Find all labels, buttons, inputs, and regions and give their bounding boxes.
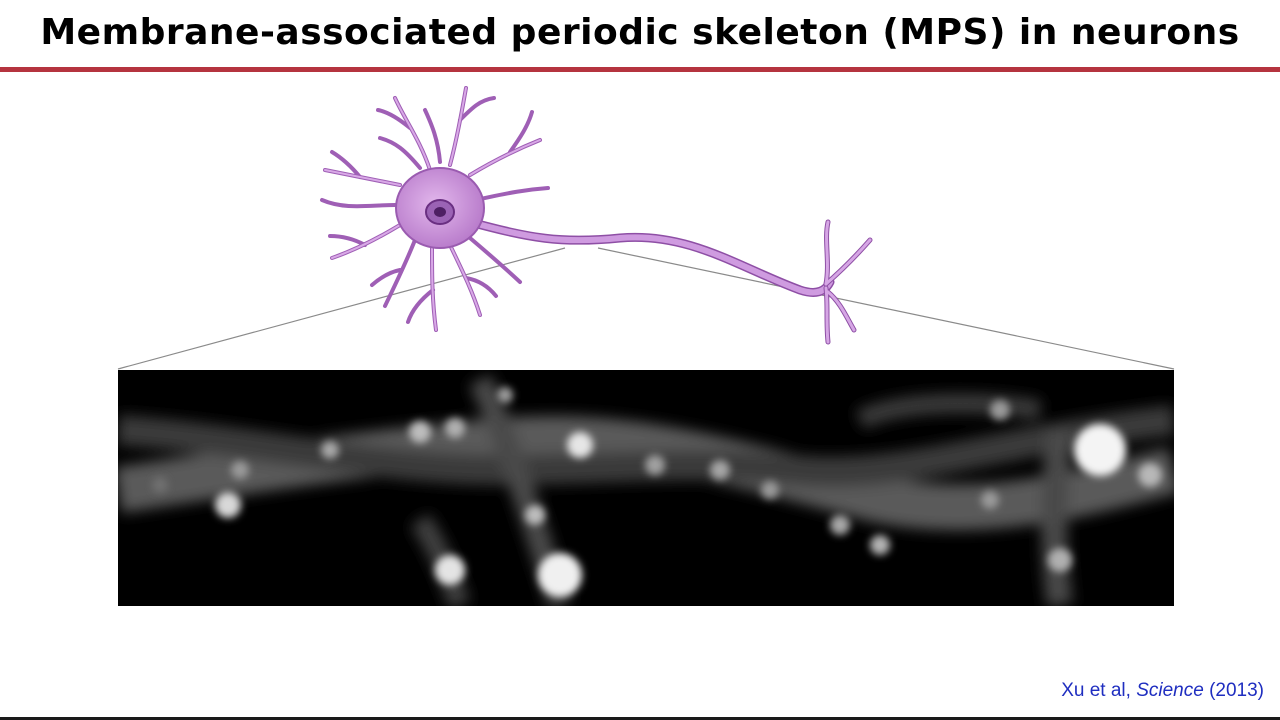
citation: Xu et al, Science (2013) [1061, 680, 1264, 702]
fluorescence-micrograph [118, 370, 1174, 606]
neuron-illustration [320, 86, 873, 345]
citation-year: (2013) [1203, 680, 1264, 701]
citation-authors: Xu et al, [1061, 680, 1137, 701]
citation-journal: Science [1136, 680, 1204, 701]
zoom-guide-lines [117, 247, 1175, 370]
bottom-bar [0, 717, 1280, 720]
title-divider [0, 67, 1280, 72]
slide-title: Membrane-associated periodic skeleton (M… [40, 12, 1240, 53]
